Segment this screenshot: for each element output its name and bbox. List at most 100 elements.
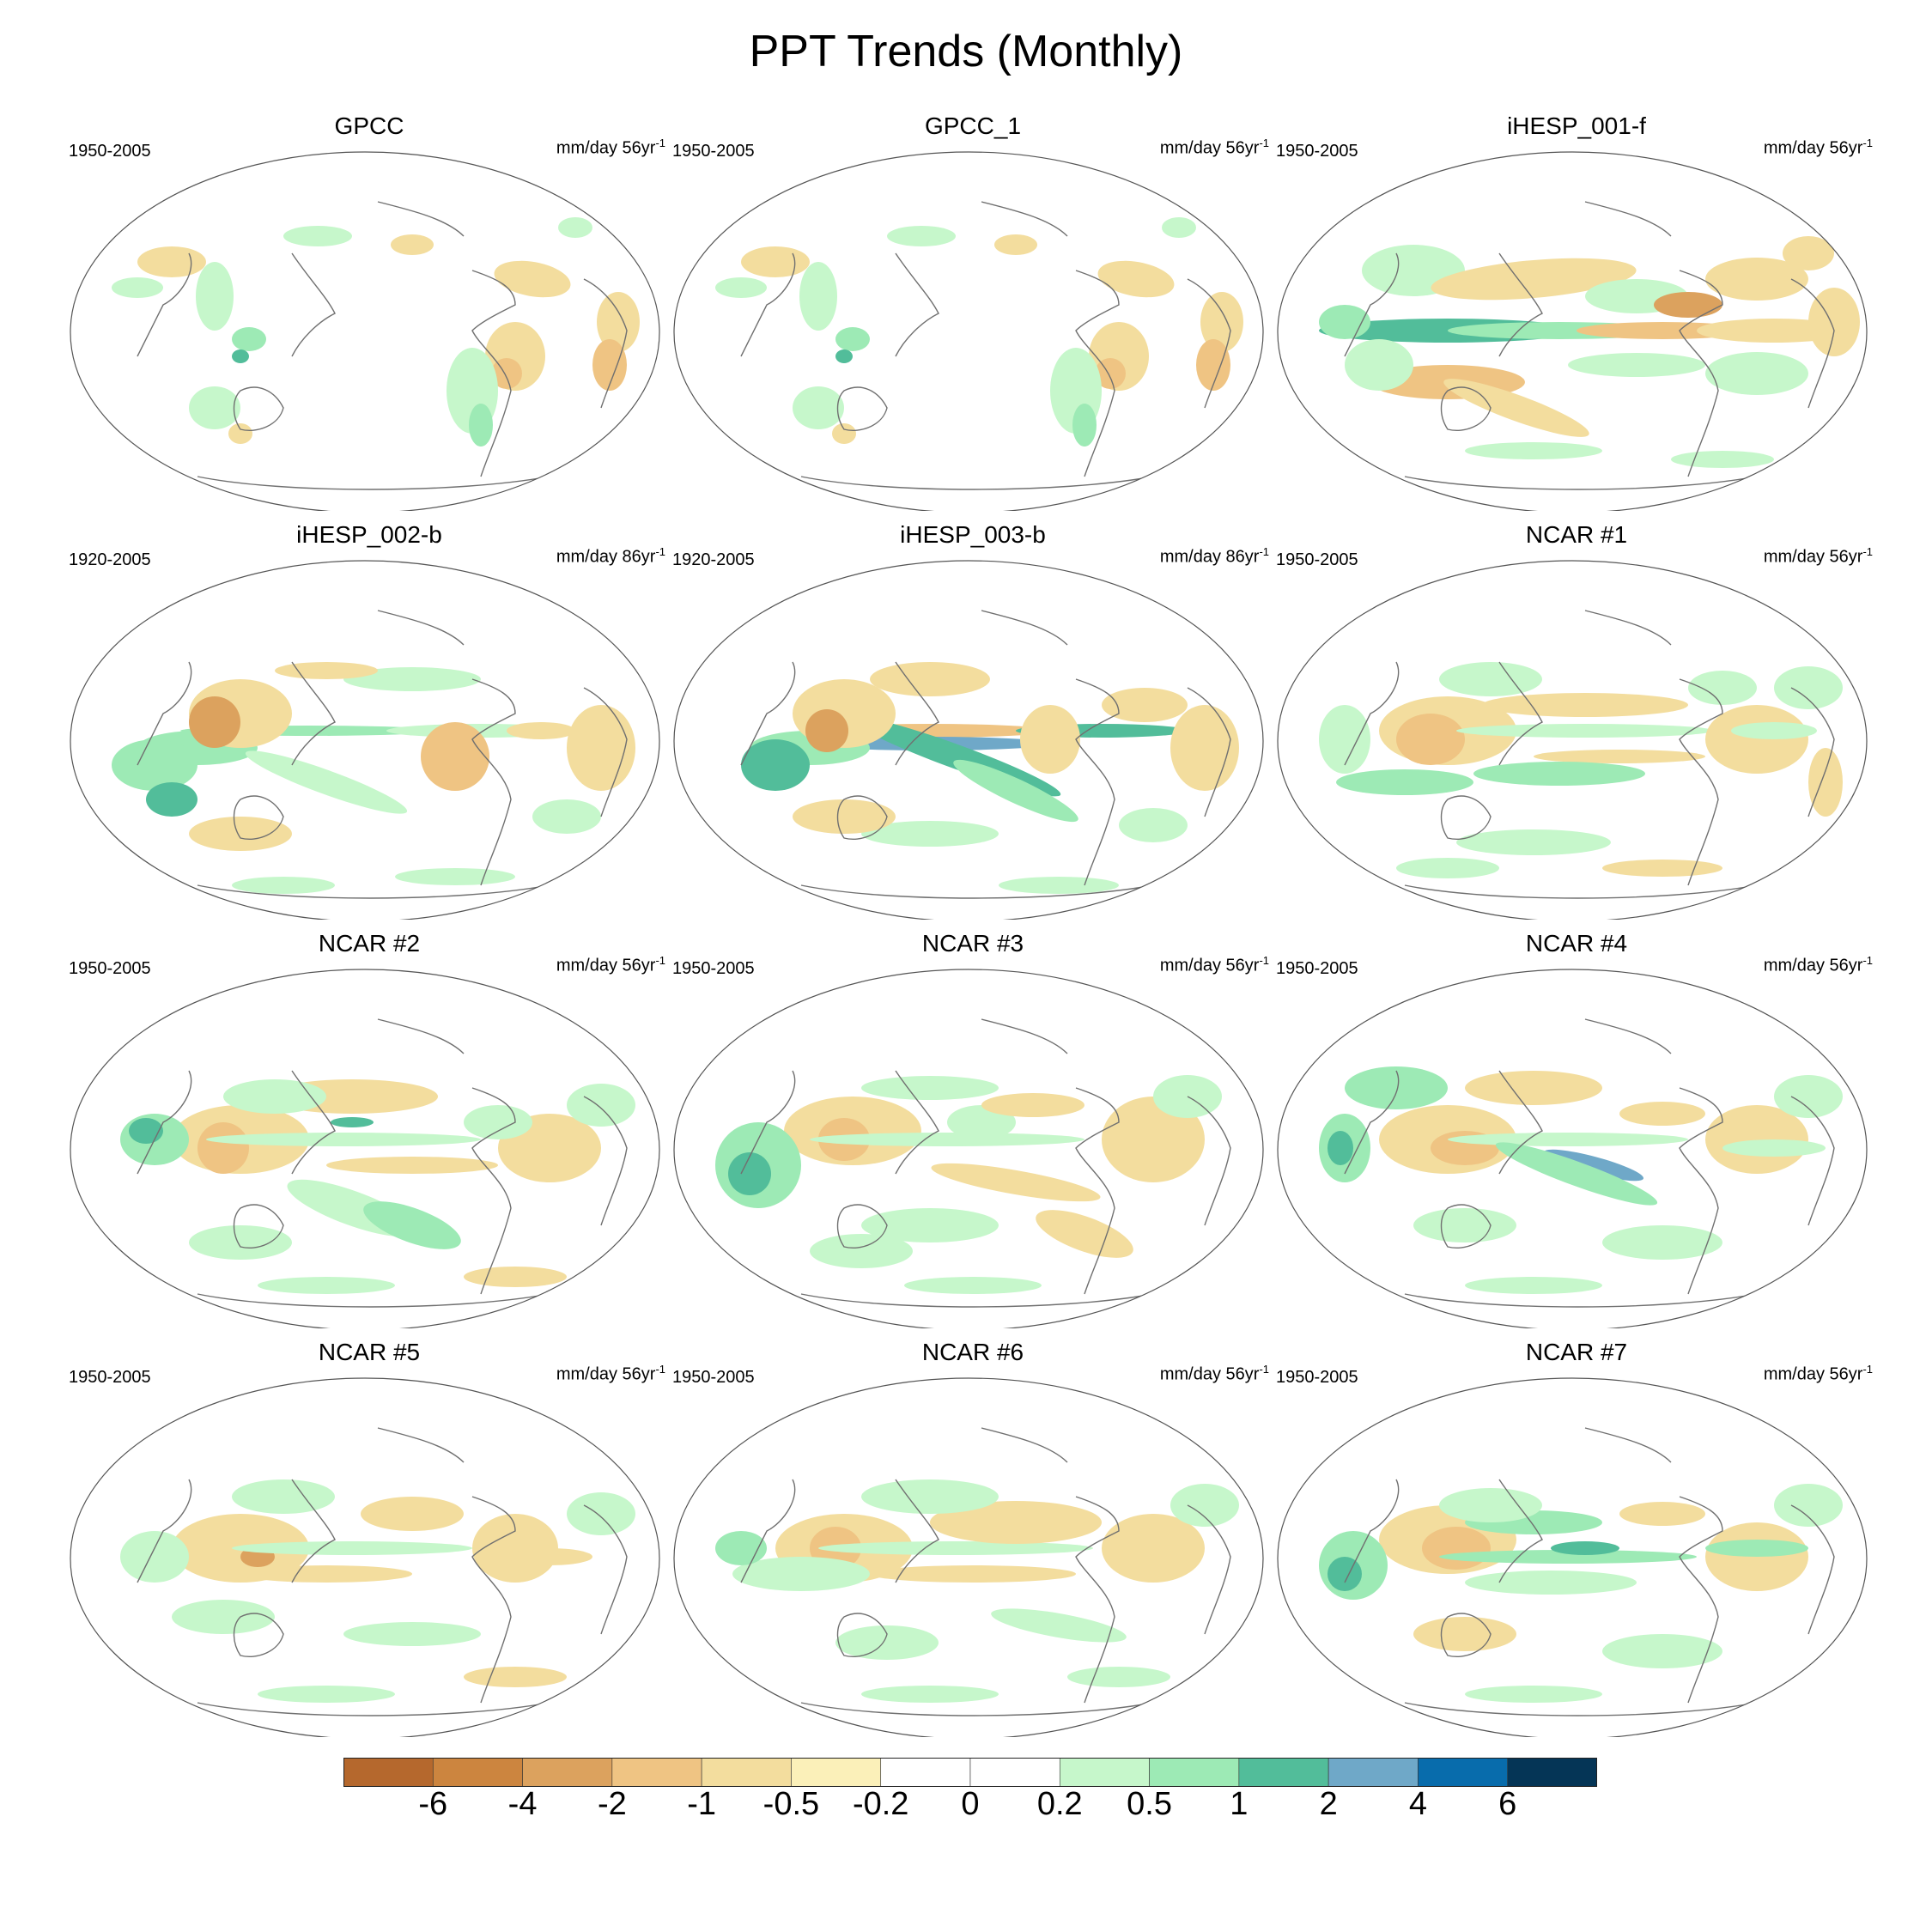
- trend-map: [673, 151, 1264, 511]
- coastline: [981, 1018, 1068, 1054]
- coastline: [895, 1479, 939, 1583]
- trend-blob: [1465, 1071, 1602, 1105]
- panel-units: mm/day 56yr-1: [556, 954, 665, 975]
- trend-blob: [1102, 1514, 1205, 1583]
- map-border: [1277, 969, 1868, 1328]
- colorbar-swatch: [611, 1758, 702, 1787]
- panel-title: iHESP_002-b: [296, 521, 442, 548]
- trend-blob: [1095, 358, 1126, 389]
- trend-blob: [223, 1079, 326, 1114]
- colorbar-swatch: [791, 1758, 882, 1787]
- coastline: [1440, 1613, 1492, 1657]
- panel-period: 1950-2005: [672, 142, 755, 161]
- trend-blob: [1072, 404, 1097, 447]
- coastline: [1498, 661, 1543, 766]
- trend-blob: [1465, 1686, 1602, 1703]
- trend-blob: [464, 1267, 567, 1287]
- trend-blob: [1705, 705, 1808, 774]
- coastline: [1584, 1018, 1672, 1054]
- coastline: [800, 476, 1154, 490]
- trend-blob: [732, 1557, 870, 1591]
- panel-title: NCAR #2: [318, 930, 421, 957]
- trend-blob: [835, 1625, 939, 1660]
- trend-blob: [1102, 688, 1188, 722]
- trend-blob: [805, 709, 848, 752]
- map-panel: iHESP_003-b 1920-2005 mm/day 86yr-1: [672, 521, 1273, 928]
- panel-units: mm/day 86yr-1: [1159, 545, 1269, 567]
- coastline: [197, 1702, 550, 1716]
- trend-blob: [1551, 1541, 1619, 1555]
- coastline: [1404, 476, 1758, 490]
- coastline: [1187, 1504, 1231, 1635]
- trend-blob: [861, 1208, 999, 1242]
- trend-blob: [1619, 1102, 1705, 1126]
- coastline: [1679, 1087, 1723, 1295]
- trend-blob: [232, 1479, 335, 1514]
- trend-blob: [1495, 1142, 1658, 1206]
- trend-blob: [741, 739, 810, 791]
- panel-title: NCAR #4: [1525, 930, 1628, 957]
- panel-period: 1950-2005: [1276, 959, 1358, 978]
- coastline: [1187, 687, 1231, 817]
- colorbar-tick-label: 0.2: [1036, 1786, 1083, 1822]
- coastline: [583, 1504, 628, 1635]
- colorbar-swatch: [1238, 1758, 1329, 1787]
- coastline: [1187, 1096, 1231, 1226]
- panel-units: mm/day 56yr-1: [1159, 1363, 1269, 1384]
- trend-blob: [1722, 1139, 1826, 1157]
- coastline: [1790, 1096, 1835, 1226]
- trend-blob: [1439, 1550, 1697, 1564]
- trend-blob: [793, 386, 844, 429]
- trend-blob: [1705, 258, 1808, 301]
- colorbar-tick-label: 4: [1408, 1786, 1427, 1822]
- trend-blob: [1568, 353, 1705, 377]
- trend-blob: [228, 423, 252, 444]
- coastline: [1344, 1479, 1400, 1583]
- trend-blob: [232, 877, 335, 894]
- trend-blob: [1473, 762, 1645, 786]
- coastline: [233, 1613, 284, 1657]
- coastline: [1679, 678, 1723, 886]
- trend-blob: [1465, 1571, 1637, 1595]
- trend-map: [673, 560, 1264, 920]
- trend-blob: [1705, 1105, 1808, 1174]
- trend-blob: [741, 246, 810, 277]
- trend-blob: [258, 1277, 395, 1294]
- coastline: [233, 1204, 284, 1249]
- trend-blob: [206, 1133, 481, 1146]
- trend-blob: [146, 782, 197, 817]
- colorbar-tick-label: 0.5: [1127, 1786, 1172, 1822]
- coastline: [1440, 386, 1492, 431]
- trend-blob: [326, 1157, 498, 1174]
- trend-blob: [1102, 1097, 1205, 1182]
- trend-blob: [391, 234, 434, 255]
- coastline: [471, 678, 516, 886]
- trend-blob: [597, 292, 640, 352]
- coastline: [740, 252, 796, 357]
- trend-blob: [464, 1667, 567, 1687]
- trend-blob: [567, 1084, 635, 1127]
- trend-blob: [343, 667, 481, 691]
- trend-blob: [363, 1201, 461, 1249]
- trend-blob: [728, 1152, 771, 1195]
- trend-blob: [1345, 339, 1413, 391]
- coastline: [291, 661, 336, 766]
- coastline: [583, 687, 628, 817]
- trend-blob: [1345, 1066, 1448, 1109]
- coastline: [836, 795, 888, 840]
- panel-title: NCAR #7: [1525, 1339, 1628, 1365]
- panel-title: iHESP_003-b: [900, 521, 1046, 548]
- coastline: [740, 661, 796, 766]
- colorbar-swatch: [1507, 1758, 1597, 1787]
- trend-blob: [232, 327, 266, 351]
- coastline: [137, 1479, 192, 1583]
- trend-blob: [1162, 217, 1196, 238]
- figure-title: PPT Trends (Monthly): [749, 27, 1183, 76]
- trend-blob: [1602, 1634, 1722, 1668]
- panel-units: mm/day 56yr-1: [556, 137, 665, 158]
- panel-units: mm/day 56yr-1: [1763, 1363, 1873, 1384]
- panel-units: mm/day 56yr-1: [1763, 545, 1873, 567]
- panel-title: NCAR #5: [318, 1339, 421, 1365]
- colorbar-tick-label: 2: [1319, 1786, 1338, 1822]
- panel-units: mm/day 56yr-1: [1159, 954, 1269, 975]
